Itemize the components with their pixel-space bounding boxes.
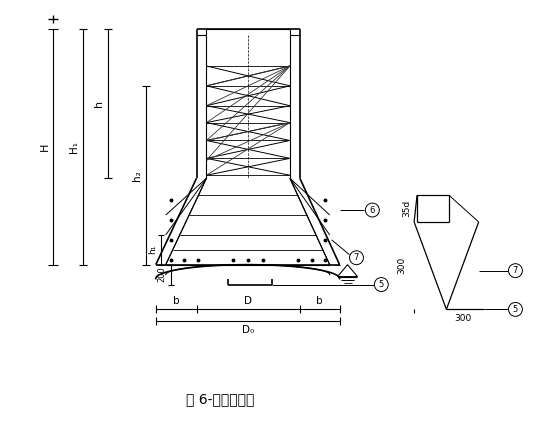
Text: b: b	[316, 296, 323, 307]
Text: 7: 7	[354, 253, 359, 262]
Text: 35d: 35d	[403, 200, 411, 217]
Text: 图 6-扩大头大样: 图 6-扩大头大样	[186, 392, 254, 406]
Text: 7: 7	[513, 266, 518, 275]
Text: 200: 200	[157, 267, 166, 283]
Text: h₁: h₁	[148, 245, 157, 255]
Text: 300: 300	[398, 257, 406, 274]
Text: h: h	[94, 100, 104, 108]
Text: D: D	[244, 296, 252, 307]
Text: 5: 5	[513, 305, 518, 314]
Text: 300: 300	[454, 314, 471, 323]
Text: D₀: D₀	[242, 325, 254, 335]
Text: 6: 6	[370, 206, 375, 215]
Text: h₂: h₂	[132, 170, 142, 181]
Text: H: H	[39, 143, 50, 151]
Text: 5: 5	[379, 280, 384, 289]
Text: H₁: H₁	[69, 141, 79, 153]
Text: b: b	[173, 296, 180, 307]
